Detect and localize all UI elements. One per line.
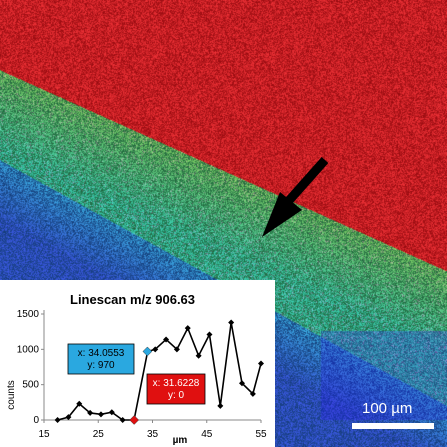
scale-bar <box>352 423 434 429</box>
scale-bar-label: 100 µm <box>362 400 413 417</box>
